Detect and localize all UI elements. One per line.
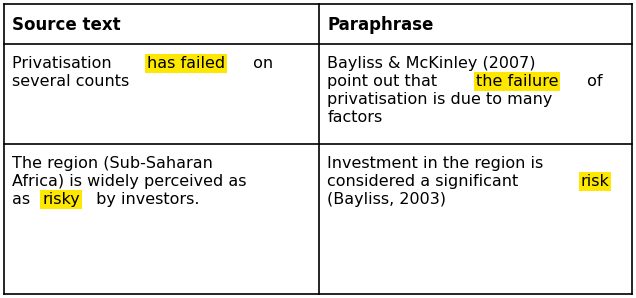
Text: considered a significant: considered a significant — [328, 174, 523, 189]
Text: point out that: point out that — [328, 74, 443, 89]
Text: Bayliss & McKinley (2007): Bayliss & McKinley (2007) — [328, 56, 536, 71]
Text: Paraphrase: Paraphrase — [328, 16, 434, 34]
Text: of: of — [583, 74, 603, 89]
Text: factors: factors — [328, 110, 382, 125]
Text: has failed: has failed — [147, 56, 225, 71]
Text: Privatisation: Privatisation — [12, 56, 117, 71]
Text: Investment in the region is: Investment in the region is — [328, 156, 544, 171]
Text: as: as — [12, 192, 35, 207]
Text: by investors.: by investors. — [91, 192, 199, 207]
Text: The region (Sub-Saharan: The region (Sub-Saharan — [12, 156, 213, 171]
Text: several counts: several counts — [12, 74, 129, 89]
Text: risky: risky — [42, 192, 80, 207]
Text: the failure: the failure — [476, 74, 558, 89]
Text: risk: risk — [581, 174, 609, 189]
Text: privatisation is due to many: privatisation is due to many — [328, 92, 553, 107]
Text: Source text: Source text — [12, 16, 121, 34]
Text: Africa) is widely perceived as: Africa) is widely perceived as — [12, 174, 247, 189]
Text: (Bayliss, 2003): (Bayliss, 2003) — [328, 192, 446, 207]
Text: on: on — [248, 56, 273, 71]
